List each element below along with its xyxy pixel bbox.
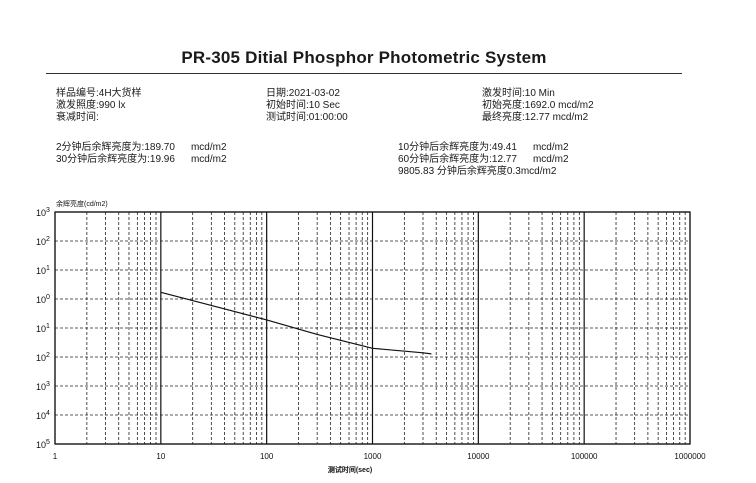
result-value: 19.96 — [149, 154, 175, 165]
result-unit: mcd/m2 — [532, 142, 569, 153]
y-tick-label: 101 — [36, 323, 50, 334]
y-axis-title: 余辉亮度(cd/m2) — [56, 199, 108, 208]
x-tick-label: 100000 — [571, 452, 598, 461]
x-tick-label: 1 — [53, 452, 58, 461]
report-title: PR-305 Ditial Phosphor Photometric Syste… — [181, 48, 547, 67]
x-tick-label: 100 — [260, 452, 274, 461]
result-60min: 60分钟后余辉亮度为:12.77 mcd/m2 — [398, 154, 569, 166]
initial-brightness: 初始亮度:1692.0 mcd/m2 — [482, 100, 594, 111]
result-unit: mcd/m2 — [190, 142, 227, 153]
results-left: 2分钟后余辉亮度为:189.70 mcd/m2 30分钟后余辉亮度为:19.96 m… — [56, 142, 227, 166]
plot-frame — [54, 211, 691, 445]
excitation-illuminance: 激发照度:990 lx — [56, 100, 126, 111]
result-2min: 2分钟后余辉亮度为:189.70 mcd/m2 — [56, 142, 227, 154]
result-label: 2分钟后余辉亮度为: — [56, 142, 145, 153]
test-date: 日期:2021-03-02 — [266, 88, 340, 99]
y-tick-label: 103 — [36, 207, 50, 218]
results-right: 10分钟后余辉亮度为:49.41 mcd/m2 60分钟后余辉亮度为:12.77 m… — [398, 142, 569, 178]
result-unit: mcd/m2 — [190, 154, 227, 165]
decay-time: 衰减时间: — [56, 112, 99, 123]
x-tick-label: 1000000 — [674, 452, 706, 461]
result-value: 189.70 — [144, 142, 175, 153]
info-column-sample: 样品编号:4H大货样 激发照度:990 lx 衰减时间: — [56, 88, 142, 124]
result-label: 60分钟后余辉亮度为: — [398, 154, 492, 165]
y-tick-label: 102 — [36, 236, 50, 247]
result-label: 10分钟后余辉亮度为: — [398, 142, 492, 153]
final-brightness: 最终亮度:12.77 mcd/m2 — [482, 112, 589, 123]
result-10min: 10分钟后余辉亮度为:49.41 mcd/m2 — [398, 142, 569, 154]
x-tick-label: 1000 — [364, 452, 382, 461]
y-tick-label: 100 — [36, 294, 50, 305]
y-tick-label: 102 — [36, 352, 50, 363]
y-tick-label: 105 — [36, 439, 50, 450]
x-axis-title: 测试时间(sec) — [328, 465, 372, 474]
info-column-brightness: 激发时间:10 Min 初始亮度:1692.0 mcd/m2 最终亮度:12.7… — [482, 88, 594, 124]
x-tick-label: 10 — [156, 452, 165, 461]
title-divider — [46, 73, 682, 74]
test-duration: 测试时间:01:00:00 — [266, 112, 348, 123]
y-tick-label: 103 — [36, 381, 50, 392]
result-label: 30分钟后余辉亮度为: — [56, 154, 150, 165]
decay-curve — [160, 291, 432, 355]
y-tick-label: 101 — [36, 265, 50, 276]
result-extra: 9805.83 分钟后余辉亮度0.3mcd/m2 — [398, 166, 557, 177]
initial-time: 初始时间:10 Sec — [266, 100, 340, 111]
result-value: 49.41 — [491, 142, 517, 153]
sample-id: 样品编号:4H大货样 — [56, 88, 142, 99]
result-30min: 30分钟后余辉亮度为:19.96 mcd/m2 — [56, 154, 227, 166]
info-column-time: 日期:2021-03-02 初始时间:10 Sec 测试时间:01:00:00 — [266, 88, 348, 124]
x-tick-label: 10000 — [467, 452, 490, 461]
result-unit: mcd/m2 — [532, 154, 569, 165]
result-value: 12.77 — [491, 154, 517, 165]
y-tick-label: 104 — [36, 410, 50, 421]
excitation-time: 激发时间:10 Min — [482, 88, 555, 99]
